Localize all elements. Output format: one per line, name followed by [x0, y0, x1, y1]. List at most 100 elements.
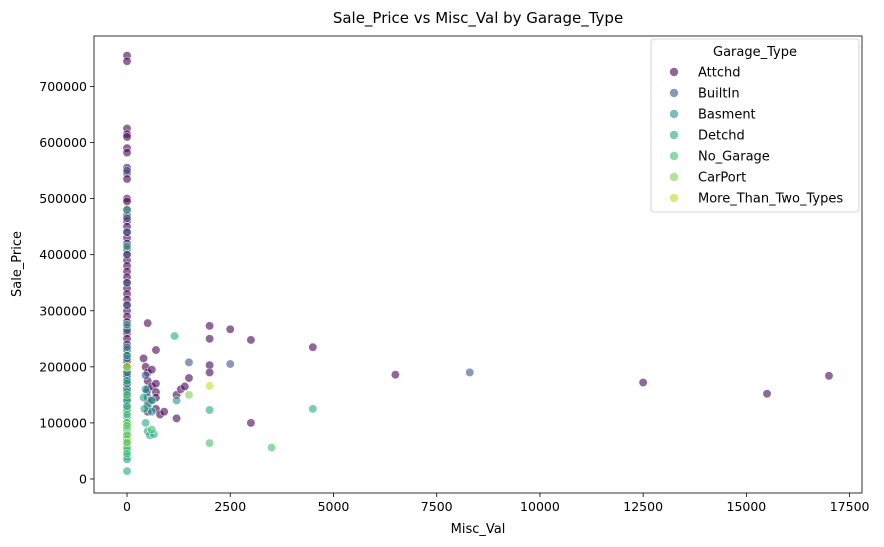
- x-axis-title: Misc_Val: [451, 522, 506, 537]
- y-axis: 0 100000 200000 300000 400000 500000 600000 700…: [39, 79, 94, 486]
- legend: Garage_Type Attchd BuiltIn Basment Detchd No…: [650, 38, 860, 213]
- data-point: [122, 376, 132, 386]
- data-point: [638, 378, 648, 388]
- x-tick-label: 12500: [623, 499, 663, 514]
- data-point: [122, 174, 132, 184]
- x-axis: 0 2500 5000 7500 10000 12500 15000 17500: [123, 493, 870, 514]
- data-point: [465, 367, 475, 377]
- data-point: [267, 443, 277, 453]
- data-point: [122, 227, 132, 237]
- data-point: [122, 466, 132, 476]
- data-point: [122, 132, 132, 142]
- data-point: [184, 373, 194, 383]
- data-point: [390, 370, 400, 380]
- data-point: [122, 449, 132, 459]
- data-point: [205, 321, 215, 331]
- y-tick-label: 0: [79, 471, 87, 486]
- plot-frame: [93, 35, 863, 494]
- data-point: [172, 395, 182, 405]
- legend-marker: [669, 109, 679, 119]
- x-tick-label: 0: [123, 499, 131, 514]
- data-point: [122, 56, 132, 66]
- y-tick-label: 500000: [39, 191, 87, 206]
- data-point: [122, 300, 132, 310]
- data-point: [246, 418, 256, 428]
- legend-label: No_Garage: [698, 150, 770, 165]
- data-point: [151, 345, 161, 355]
- data-point: [762, 389, 772, 399]
- data-point: [122, 362, 132, 372]
- data-point: [308, 342, 318, 352]
- data-point: [122, 250, 132, 260]
- y-tick-label: 700000: [39, 79, 87, 94]
- data-point: [122, 421, 132, 431]
- data-point: [139, 404, 149, 414]
- chart-title: Sale_Price vs Misc_Val by Garage_Type: [333, 9, 623, 28]
- y-tick-label: 400000: [39, 247, 87, 262]
- y-tick-label: 200000: [39, 359, 87, 374]
- data-point: [141, 370, 151, 380]
- data-point: [122, 213, 132, 223]
- legend-marker: [669, 151, 679, 161]
- y-tick-label: 100000: [39, 415, 87, 430]
- legend-box: [650, 38, 860, 213]
- data-point: [147, 365, 157, 375]
- points-layer: [122, 51, 834, 476]
- data-point: [147, 395, 157, 405]
- legend-marker: [669, 130, 679, 140]
- data-point: [122, 438, 132, 448]
- data-point: [172, 413, 182, 423]
- data-point: [122, 342, 132, 352]
- data-point: [225, 324, 235, 334]
- data-point: [205, 405, 215, 415]
- data-point: [122, 401, 132, 411]
- data-point: [180, 381, 190, 391]
- legend-marker: [669, 172, 679, 182]
- legend-marker: [669, 67, 679, 77]
- data-point: [122, 320, 132, 330]
- x-tick-label: 15000: [727, 499, 767, 514]
- data-point: [159, 407, 169, 417]
- data-point: [205, 438, 215, 448]
- data-point: [122, 166, 132, 176]
- data-point: [143, 318, 153, 328]
- data-point: [184, 357, 194, 367]
- y-tick-label: 300000: [39, 303, 87, 318]
- legend-label: Detchd: [698, 129, 745, 144]
- data-point: [170, 331, 180, 341]
- data-point: [246, 335, 256, 345]
- data-point: [184, 390, 194, 400]
- data-point: [141, 418, 151, 428]
- data-point: [205, 381, 215, 391]
- data-point: [139, 353, 149, 363]
- data-point: [824, 371, 834, 381]
- data-point: [122, 241, 132, 251]
- data-point: [122, 205, 132, 215]
- y-axis-title: Sale_Price: [10, 231, 25, 297]
- legend-marker: [669, 88, 679, 98]
- legend-marker: [669, 193, 679, 203]
- data-point: [122, 278, 132, 288]
- legend-label: BuiltIn: [698, 87, 740, 102]
- data-point: [151, 379, 161, 389]
- x-tick-label: 2500: [214, 499, 246, 514]
- x-tick-label: 5000: [318, 499, 350, 514]
- legend-title: Garage_Type: [713, 45, 797, 60]
- data-point: [225, 359, 235, 369]
- data-point: [141, 384, 151, 394]
- legend-label: CarPort: [698, 171, 746, 186]
- data-point: [122, 148, 132, 158]
- x-tick-label: 10000: [520, 499, 560, 514]
- data-point: [122, 390, 132, 400]
- data-point: [122, 409, 132, 419]
- data-point: [205, 334, 215, 344]
- legend-label: Basment: [698, 108, 756, 123]
- y-tick-label: 600000: [39, 135, 87, 150]
- data-point: [308, 404, 318, 414]
- data-point: [205, 367, 215, 377]
- legend-label: More_Than_Two_Types: [698, 192, 843, 207]
- data-point: [122, 351, 132, 361]
- data-point: [147, 425, 157, 435]
- legend-label: Attchd: [698, 66, 741, 81]
